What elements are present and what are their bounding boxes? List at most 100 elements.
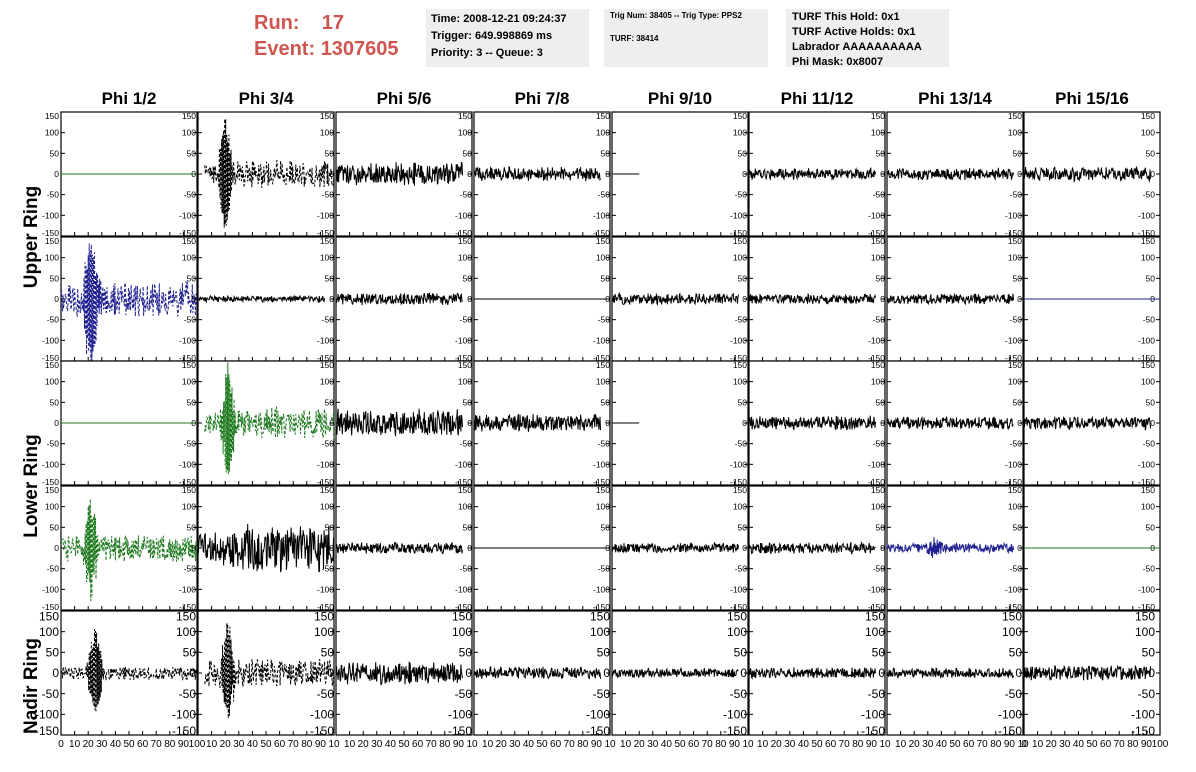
y-tick-label: 150 bbox=[1141, 236, 1155, 246]
x-tick-label: 30 bbox=[233, 739, 245, 750]
y-tick-label: 100 bbox=[1141, 502, 1155, 512]
y-tick-label: -100 bbox=[455, 335, 472, 345]
y-tick-label: 100 bbox=[45, 128, 59, 138]
y-tick-label: -100 bbox=[868, 459, 885, 469]
y-tick-label: -100 bbox=[593, 210, 610, 220]
x-tick-label: 60 bbox=[274, 739, 286, 750]
y-tick-label: 150 bbox=[1008, 111, 1022, 121]
turf-active-line: TURF Active Holds: 0x1 bbox=[792, 26, 916, 38]
column-title: Phi 13/14 bbox=[918, 89, 992, 108]
y-tick-label: 150 bbox=[458, 485, 472, 495]
waveform-line bbox=[335, 661, 463, 686]
x-tick-label: 100 bbox=[1152, 739, 1169, 750]
labrador-line: Labrador AAAAAAAAAA bbox=[792, 41, 922, 53]
x-tick-label: 70 bbox=[977, 739, 989, 750]
y-tick-label: 100 bbox=[320, 128, 334, 138]
y-tick-label: -150 bbox=[730, 602, 747, 612]
y-tick-label: -50 bbox=[460, 190, 473, 200]
y-tick-label: -50 bbox=[1005, 687, 1023, 701]
ring-label: Lower Ring bbox=[21, 434, 42, 537]
y-tick-label: 150 bbox=[176, 610, 196, 624]
y-tick-label: -100 bbox=[455, 584, 472, 594]
y-tick-label: -150 bbox=[593, 477, 610, 487]
y-tick-label: -50 bbox=[47, 564, 60, 574]
y-tick-label: 100 bbox=[1135, 625, 1155, 639]
y-tick-label: -50 bbox=[322, 439, 335, 449]
y-tick-label: 0 bbox=[1148, 666, 1155, 680]
waveform-line bbox=[748, 415, 876, 431]
y-tick-label: 0 bbox=[1015, 666, 1022, 680]
y-tick-label: -100 bbox=[310, 708, 334, 722]
y-tick-label: -50 bbox=[873, 439, 886, 449]
y-tick-label: 100 bbox=[458, 253, 472, 263]
y-tick-label: 50 bbox=[50, 397, 60, 407]
y-tick-label: -50 bbox=[598, 564, 611, 574]
y-tick-label: 100 bbox=[458, 128, 472, 138]
x-tick-label: 10 bbox=[482, 739, 494, 750]
y-tick-label: -100 bbox=[868, 210, 885, 220]
waveform-line bbox=[886, 415, 1014, 430]
y-tick-label: -100 bbox=[35, 708, 59, 722]
y-tick-label: -50 bbox=[730, 687, 748, 701]
x-tick-label: 90 bbox=[315, 739, 327, 750]
y-tick-label: 150 bbox=[590, 610, 610, 624]
x-tick-label: 10 bbox=[206, 739, 218, 750]
y-tick-label: -100 bbox=[593, 459, 610, 469]
y-tick-label: 0 bbox=[191, 169, 196, 179]
y-tick-label: -100 bbox=[179, 335, 196, 345]
y-tick-label: 0 bbox=[742, 169, 747, 179]
y-tick-label: 50 bbox=[1146, 148, 1156, 158]
y-tick-label: -50 bbox=[47, 315, 60, 325]
y-tick-label: -150 bbox=[310, 724, 334, 738]
y-tick-label: -50 bbox=[317, 687, 335, 701]
x-tick-label: 30 bbox=[509, 739, 521, 750]
y-tick-label: -150 bbox=[179, 228, 196, 238]
y-tick-label: -100 bbox=[42, 459, 59, 469]
y-tick-label: 150 bbox=[320, 360, 334, 370]
y-tick-label: 150 bbox=[733, 360, 747, 370]
y-tick-label: 150 bbox=[1008, 485, 1022, 495]
waveform-line bbox=[611, 541, 739, 554]
y-tick-label: 50 bbox=[321, 646, 335, 660]
y-tick-label: 100 bbox=[320, 377, 334, 387]
y-tick-label: 100 bbox=[1008, 377, 1022, 387]
y-tick-label: 100 bbox=[182, 502, 196, 512]
run-value: 17 bbox=[321, 12, 345, 34]
y-tick-label: -150 bbox=[730, 228, 747, 238]
x-tick-label: 90 bbox=[178, 739, 190, 750]
turf-info-box: TURF This Hold: 0x1 TURF Active Holds: 0… bbox=[786, 9, 949, 68]
run-event-block: Run: 17 Event: 1307605 bbox=[254, 10, 399, 62]
x-tick-label: 20 bbox=[220, 739, 232, 750]
y-tick-label: 50 bbox=[1146, 522, 1156, 532]
y-tick-label: -100 bbox=[42, 335, 59, 345]
y-tick-label: 50 bbox=[1146, 397, 1156, 407]
y-tick-label: 50 bbox=[1013, 273, 1023, 283]
y-tick-label: 100 bbox=[871, 502, 885, 512]
x-tick-label: 40 bbox=[1073, 739, 1085, 750]
y-tick-label: -150 bbox=[593, 353, 610, 363]
y-tick-label: -100 bbox=[317, 459, 334, 469]
y-tick-label: -50 bbox=[735, 439, 748, 449]
column-title: Phi 7/8 bbox=[515, 89, 570, 108]
y-tick-label: 100 bbox=[865, 625, 885, 639]
y-tick-label: -50 bbox=[184, 190, 197, 200]
y-tick-label: 100 bbox=[733, 502, 747, 512]
waveform-line bbox=[748, 292, 876, 305]
y-tick-label: 50 bbox=[601, 273, 611, 283]
x-tick-label: 20 bbox=[1046, 739, 1058, 750]
waveform-line bbox=[886, 167, 1014, 181]
x-tick-label: 40 bbox=[385, 739, 397, 750]
waveform-line bbox=[335, 541, 463, 555]
y-tick-label: -50 bbox=[1138, 687, 1156, 701]
y-tick-label: 0 bbox=[742, 543, 747, 553]
y-tick-label: -150 bbox=[35, 724, 59, 738]
y-tick-label: 100 bbox=[45, 502, 59, 512]
y-tick-label: 100 bbox=[182, 253, 196, 263]
waveform-line bbox=[886, 667, 1014, 679]
y-tick-label: -50 bbox=[598, 315, 611, 325]
